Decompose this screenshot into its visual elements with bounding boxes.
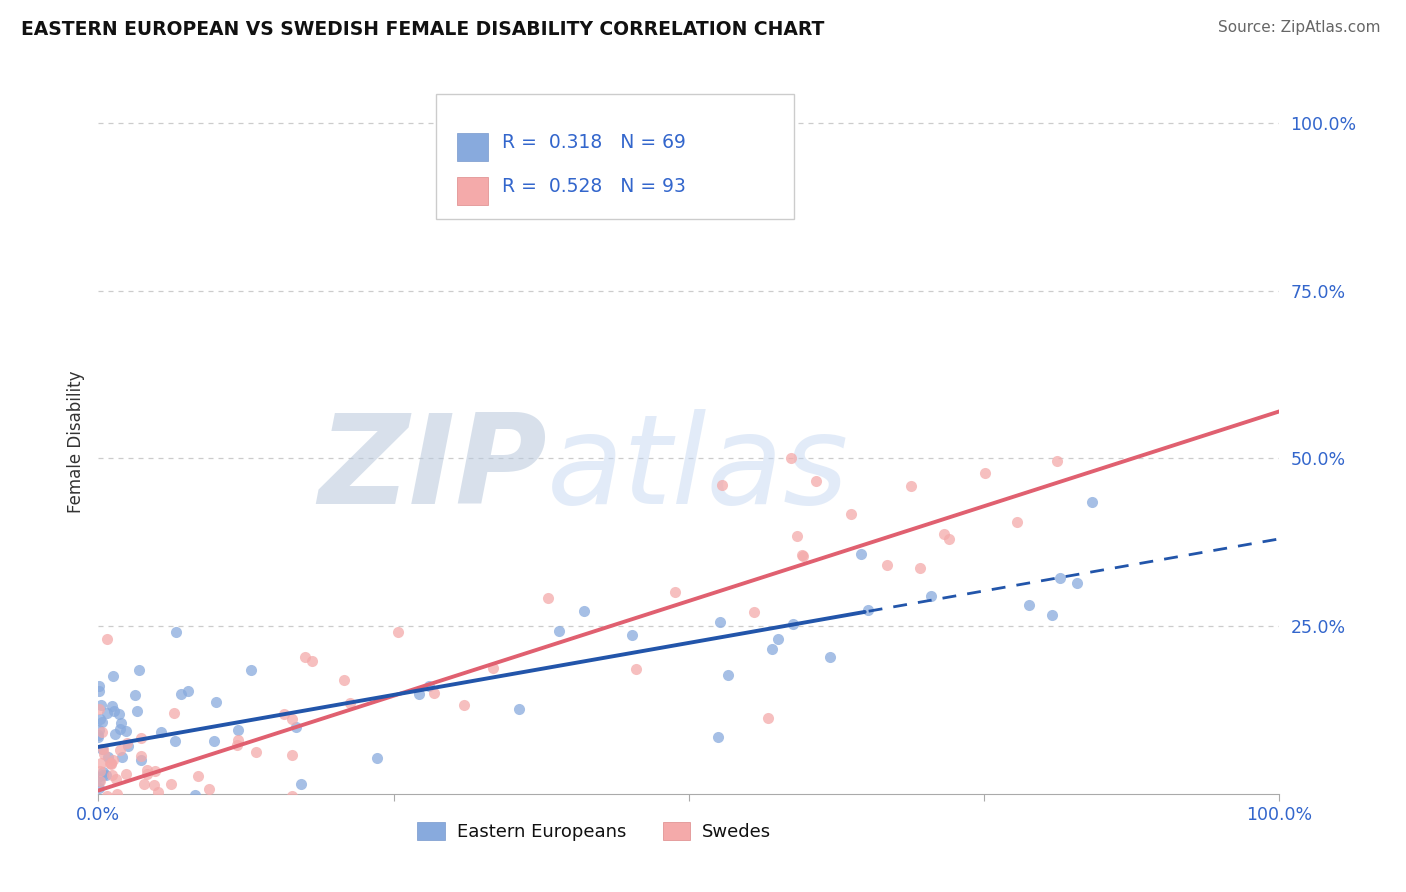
Legend: Eastern Europeans, Swedes: Eastern Europeans, Swedes: [411, 815, 779, 848]
Text: atlas: atlas: [547, 409, 849, 530]
Y-axis label: Female Disability: Female Disability: [66, 370, 84, 513]
Text: Source: ZipAtlas.com: Source: ZipAtlas.com: [1218, 20, 1381, 35]
Text: R =  0.318   N = 69: R = 0.318 N = 69: [502, 133, 686, 152]
Text: R =  0.528   N = 93: R = 0.528 N = 93: [502, 177, 686, 195]
Text: EASTERN EUROPEAN VS SWEDISH FEMALE DISABILITY CORRELATION CHART: EASTERN EUROPEAN VS SWEDISH FEMALE DISAB…: [21, 20, 824, 38]
Text: ZIP: ZIP: [319, 409, 547, 530]
